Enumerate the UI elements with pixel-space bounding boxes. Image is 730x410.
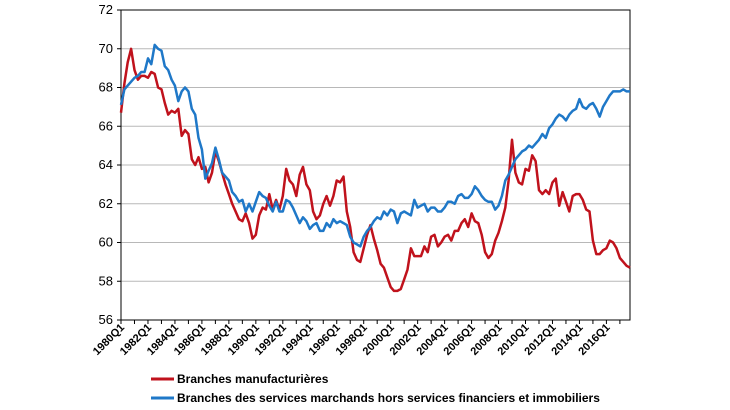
series-lines <box>119 43 631 293</box>
y-tick-label-58: 58 <box>99 273 113 288</box>
y-tick-label-66: 66 <box>99 118 113 133</box>
y-axis: 56 58 60 62 64 66 68 70 72 <box>99 2 121 327</box>
y-tick-label-70: 70 <box>99 41 113 56</box>
y-tick-label-56: 56 <box>99 312 113 327</box>
series-line-services <box>119 43 630 248</box>
y-tick-label-72: 72 <box>99 2 113 17</box>
legend: Branches manufacturières Branches des se… <box>151 372 600 405</box>
y-tick-label-62: 62 <box>99 196 113 211</box>
y-tick-label-60: 60 <box>99 235 113 250</box>
series-line-manufacturing <box>119 47 631 293</box>
y-tick-label-64: 64 <box>99 157 113 172</box>
legend-label-manufacturing: Branches manufacturières <box>177 372 329 386</box>
y-tick-label-68: 68 <box>99 80 113 95</box>
legend-label-services: Branches des services marchands hors ser… <box>177 391 600 405</box>
